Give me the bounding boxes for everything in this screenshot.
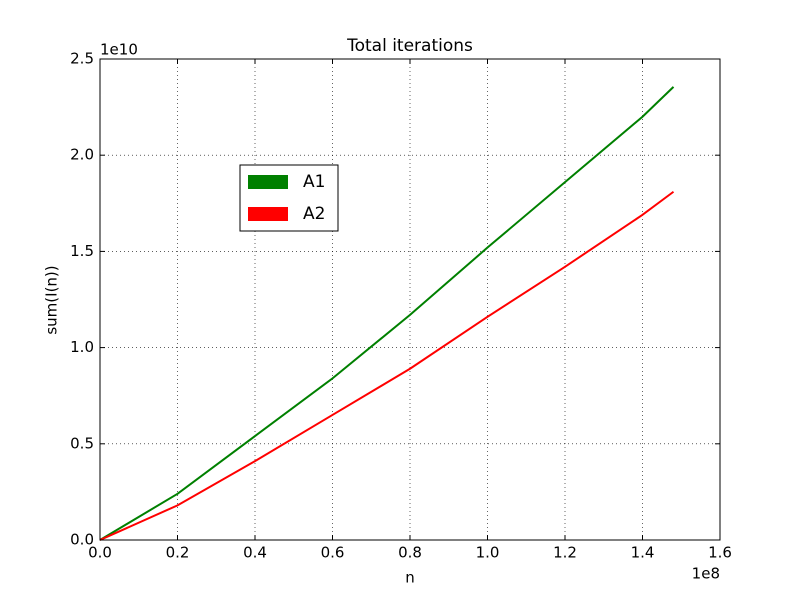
x-axis-label: n bbox=[405, 569, 415, 587]
x-tick-label: 1.2 bbox=[553, 544, 577, 562]
y-tick-label: 2.5 bbox=[70, 50, 94, 68]
legend-swatch bbox=[248, 175, 288, 189]
line-series bbox=[99, 86, 675, 541]
y-tick-label: 0.0 bbox=[70, 531, 94, 549]
x-tick-label: 1.6 bbox=[708, 544, 732, 562]
x-tick-label: 1.4 bbox=[631, 544, 655, 562]
y-tick-label: 0.5 bbox=[70, 434, 94, 452]
x-tick-label: 0.4 bbox=[243, 544, 267, 562]
x-tick-label: 0.8 bbox=[398, 544, 422, 562]
y-axis-label: sum(I(n)) bbox=[43, 265, 61, 334]
legend-label: A2 bbox=[303, 204, 325, 224]
legend-swatch bbox=[248, 207, 288, 221]
x-tick-label: 0.0 bbox=[88, 544, 112, 562]
y-offset-label: 1e10 bbox=[100, 41, 138, 59]
line-series bbox=[99, 190, 675, 541]
x-offset-label: 1e8 bbox=[692, 565, 720, 583]
legend-label: A1 bbox=[303, 172, 325, 192]
plot-frame bbox=[99, 58, 721, 541]
x-tick-label: 1.0 bbox=[476, 544, 500, 562]
y-tick-label: 1.5 bbox=[70, 242, 94, 260]
y-tick-label: 1.0 bbox=[70, 338, 94, 356]
x-tick-label: 0.6 bbox=[321, 544, 345, 562]
y-tick-label: 2.0 bbox=[70, 146, 94, 164]
x-tick-label: 0.2 bbox=[166, 544, 190, 562]
chart-title: Total iterations bbox=[346, 36, 473, 56]
